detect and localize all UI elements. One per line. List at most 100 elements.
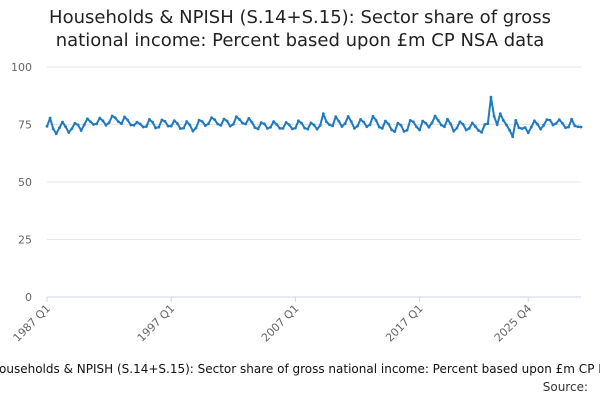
- data-point[interactable]: [191, 129, 195, 133]
- data-point[interactable]: [219, 124, 223, 127]
- data-point[interactable]: [480, 130, 484, 134]
- data-point[interactable]: [533, 119, 536, 123]
- data-point[interactable]: [225, 119, 229, 123]
- data-point[interactable]: [498, 112, 502, 116]
- data-point[interactable]: [48, 116, 52, 120]
- data-point[interactable]: [269, 125, 272, 129]
- data-point[interactable]: [210, 116, 213, 119]
- data-point[interactable]: [368, 123, 372, 127]
- data-point[interactable]: [297, 119, 300, 123]
- data-point[interactable]: [415, 125, 418, 129]
- data-point[interactable]: [554, 121, 558, 125]
- data-point[interactable]: [272, 120, 276, 123]
- data-point[interactable]: [393, 130, 397, 134]
- data-point[interactable]: [85, 117, 89, 121]
- data-point[interactable]: [110, 114, 114, 118]
- data-point[interactable]: [45, 124, 49, 128]
- data-point[interactable]: [154, 126, 158, 130]
- data-point[interactable]: [548, 118, 552, 122]
- data-point[interactable]: [539, 127, 543, 131]
- data-point[interactable]: [188, 123, 192, 127]
- data-point[interactable]: [430, 121, 434, 125]
- data-point[interactable]: [529, 125, 533, 129]
- data-point[interactable]: [443, 125, 446, 129]
- data-point[interactable]: [132, 123, 136, 127]
- data-point[interactable]: [377, 125, 381, 129]
- data-point[interactable]: [107, 121, 111, 125]
- data-point[interactable]: [331, 124, 335, 128]
- data-point[interactable]: [113, 116, 117, 120]
- data-point[interactable]: [486, 122, 490, 125]
- data-point[interactable]: [362, 120, 366, 124]
- data-point[interactable]: [300, 121, 303, 125]
- data-point[interactable]: [340, 125, 344, 128]
- data-point[interactable]: [197, 118, 201, 122]
- data-point[interactable]: [117, 120, 120, 124]
- data-point[interactable]: [61, 120, 64, 124]
- data-point[interactable]: [408, 118, 412, 122]
- data-point[interactable]: [287, 123, 291, 127]
- data-point[interactable]: [508, 128, 511, 132]
- data-point[interactable]: [560, 121, 564, 125]
- data-point[interactable]: [58, 126, 61, 130]
- data-point[interactable]: [64, 125, 68, 129]
- data-point[interactable]: [126, 118, 130, 122]
- data-point[interactable]: [346, 115, 350, 118]
- data-point[interactable]: [421, 119, 425, 123]
- data-point[interactable]: [309, 121, 313, 125]
- data-point[interactable]: [306, 127, 310, 131]
- data-point[interactable]: [474, 125, 477, 128]
- data-point[interactable]: [138, 122, 142, 126]
- data-point[interactable]: [176, 122, 179, 125]
- data-point[interactable]: [144, 125, 148, 128]
- data-point[interactable]: [321, 112, 325, 116]
- data-point[interactable]: [374, 118, 378, 122]
- data-point[interactable]: [526, 131, 530, 135]
- data-point[interactable]: [505, 123, 508, 127]
- data-point[interactable]: [104, 123, 108, 127]
- data-point[interactable]: [148, 118, 151, 121]
- data-point[interactable]: [70, 127, 74, 131]
- data-point[interactable]: [231, 122, 235, 126]
- data-point[interactable]: [76, 123, 80, 127]
- data-point[interactable]: [328, 123, 331, 127]
- data-point[interactable]: [356, 124, 359, 128]
- data-point[interactable]: [517, 126, 521, 130]
- data-point[interactable]: [141, 125, 145, 129]
- data-point[interactable]: [244, 122, 248, 126]
- data-point[interactable]: [228, 124, 232, 128]
- data-point[interactable]: [337, 119, 341, 123]
- data-point[interactable]: [247, 116, 251, 120]
- data-point[interactable]: [163, 119, 167, 123]
- data-point[interactable]: [579, 125, 583, 129]
- data-point[interactable]: [54, 132, 58, 136]
- data-point[interactable]: [387, 122, 390, 126]
- data-point[interactable]: [390, 128, 394, 132]
- data-point[interactable]: [129, 123, 133, 127]
- data-point[interactable]: [433, 114, 437, 118]
- data-point[interactable]: [405, 128, 409, 132]
- data-point[interactable]: [576, 125, 580, 129]
- data-point[interactable]: [418, 128, 421, 132]
- data-point[interactable]: [151, 120, 154, 124]
- data-point[interactable]: [160, 118, 164, 122]
- data-point[interactable]: [492, 114, 496, 118]
- data-point[interactable]: [120, 122, 123, 125]
- data-point[interactable]: [501, 118, 505, 122]
- data-point[interactable]: [290, 127, 294, 131]
- data-point[interactable]: [169, 124, 173, 128]
- data-point[interactable]: [222, 117, 226, 121]
- data-point[interactable]: [312, 123, 316, 127]
- data-point[interactable]: [436, 118, 440, 122]
- data-point[interactable]: [551, 123, 555, 127]
- data-point[interactable]: [411, 120, 415, 124]
- data-point[interactable]: [352, 127, 356, 130]
- data-point[interactable]: [216, 122, 220, 126]
- data-point[interactable]: [452, 129, 456, 133]
- data-point[interactable]: [514, 118, 518, 122]
- data-point[interactable]: [464, 128, 468, 132]
- data-point[interactable]: [89, 120, 92, 124]
- data-point[interactable]: [256, 127, 260, 131]
- data-point[interactable]: [194, 126, 198, 130]
- data-point[interactable]: [483, 123, 487, 126]
